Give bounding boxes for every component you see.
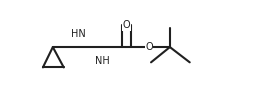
Text: HN: HN [71,29,86,39]
Text: O: O [145,42,153,52]
Text: NH: NH [95,56,110,66]
Text: O: O [122,20,130,30]
